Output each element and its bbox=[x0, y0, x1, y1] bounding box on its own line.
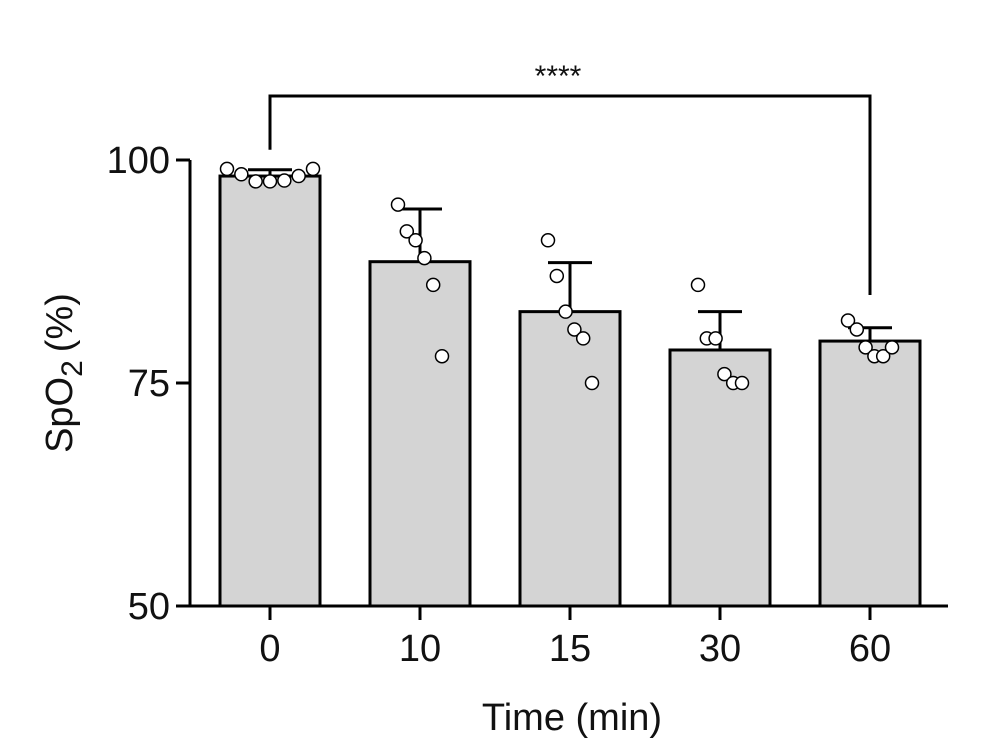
data-point-0-6 bbox=[291, 168, 306, 184]
data-point-10-3 bbox=[408, 233, 423, 248]
y-axis-title-main: SpO bbox=[39, 377, 81, 453]
data-point-0-1 bbox=[219, 161, 235, 177]
significance-label: **** bbox=[535, 60, 582, 93]
data-point-60-3 bbox=[858, 340, 873, 355]
y-tick-label-75: 75 bbox=[128, 363, 170, 405]
bar-0 bbox=[218, 174, 322, 608]
data-point-30-6 bbox=[734, 375, 750, 391]
data-point-0-7 bbox=[305, 161, 321, 177]
data-point-60-5 bbox=[875, 348, 891, 364]
y-axis-title-unit: (%) bbox=[39, 293, 81, 352]
bar-10 bbox=[368, 260, 472, 608]
x-tick-label-30: 30 bbox=[699, 628, 741, 670]
x-tick-label-15: 15 bbox=[549, 628, 591, 670]
data-point-60-6 bbox=[884, 340, 900, 355]
data-point-30-4 bbox=[717, 366, 732, 382]
bar-30 bbox=[668, 348, 772, 608]
data-point-30-1 bbox=[690, 277, 706, 293]
data-point-10-4 bbox=[417, 250, 432, 266]
data-point-10-5 bbox=[425, 277, 441, 293]
data-point-10-6 bbox=[434, 348, 450, 364]
data-point-15-3 bbox=[558, 304, 573, 319]
data-point-10-2 bbox=[399, 224, 415, 239]
y-tick-label-50: 50 bbox=[128, 586, 170, 628]
data-point-60-2 bbox=[849, 322, 865, 337]
significance-layer: **** bbox=[268, 60, 872, 295]
data-point-15-6 bbox=[584, 375, 600, 391]
y-tick-label-100: 100 bbox=[107, 140, 170, 182]
data-points-layer bbox=[219, 161, 900, 391]
bar-60 bbox=[818, 339, 922, 608]
data-point-15-1 bbox=[540, 233, 556, 248]
significance-bracket bbox=[268, 94, 872, 295]
x-axis-title: Time (min) bbox=[482, 697, 662, 739]
x-tick-label-60: 60 bbox=[849, 628, 891, 670]
data-point-15-2 bbox=[549, 268, 565, 284]
bars-layer bbox=[218, 174, 922, 608]
data-point-30-3 bbox=[708, 331, 723, 346]
y-axis-title: SpO2 (%) bbox=[39, 293, 89, 453]
data-point-10-1 bbox=[390, 197, 406, 212]
data-point-15-5 bbox=[575, 331, 591, 346]
data-point-0-5 bbox=[277, 173, 292, 188]
bar-15 bbox=[518, 310, 622, 608]
data-point-0-4 bbox=[262, 174, 278, 189]
x-tick-label-10: 10 bbox=[399, 628, 441, 670]
x-tick-label-0: 0 bbox=[259, 628, 280, 670]
data-point-60-1 bbox=[840, 313, 856, 328]
data-point-0-3 bbox=[248, 174, 263, 189]
data-point-15-4 bbox=[567, 322, 582, 337]
tick-layer: 50 75 100 0 10 15 30 60 bbox=[107, 140, 892, 670]
y-axis-title-subscript: 2 bbox=[56, 360, 89, 377]
data-point-0-2 bbox=[234, 167, 249, 182]
